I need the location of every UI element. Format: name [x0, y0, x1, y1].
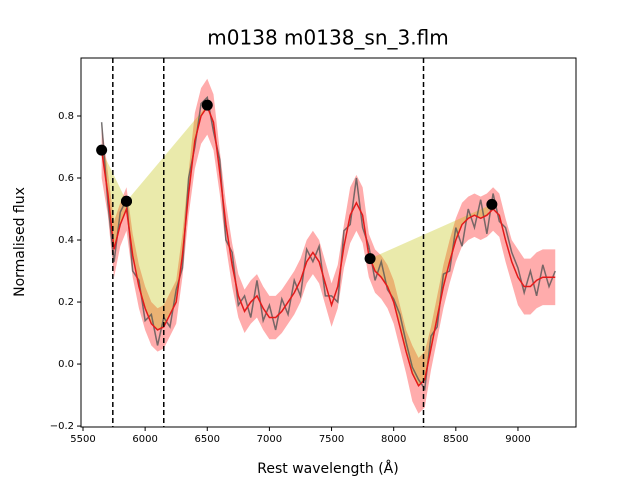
feature-fill [101, 150, 127, 250]
x-axis-label: Rest wavelength (Å) [257, 460, 398, 477]
feature-endpoint [486, 198, 498, 210]
y-axis-label: Normalised flux [12, 187, 28, 297]
feature-fill [370, 204, 492, 386]
x-tick-label: 9000 [505, 434, 530, 445]
x-tick-label: 8000 [381, 434, 406, 445]
x-tick-label: 6500 [195, 434, 220, 445]
feature-endpoint [96, 144, 108, 156]
y-tick-label: 0.6 [58, 173, 74, 184]
y-tick-label: 0.0 [58, 359, 74, 370]
x-tick-label: 5500 [70, 434, 95, 445]
x-tick-label: 7000 [257, 434, 282, 445]
axes-frame [80, 57, 577, 428]
y-tick-label: 0.8 [58, 111, 74, 122]
chart-title: m0138 m0138_sn_3.flm [207, 26, 448, 50]
feature-endpoint [364, 253, 376, 265]
feature-endpoint [201, 99, 213, 111]
y-tick-label: −0.2 [50, 421, 74, 432]
feature-endpoint [120, 195, 132, 207]
plot-area [96, 58, 556, 427]
x-tick-label: 7500 [319, 434, 344, 445]
x-tick-label: 8500 [443, 434, 468, 445]
x-tick-label: 6000 [132, 434, 157, 445]
feature-fill [126, 105, 208, 330]
y-tick-label: 0.2 [58, 297, 74, 308]
y-tick-label: 0.4 [58, 235, 74, 246]
smooth-line [100, 105, 556, 388]
